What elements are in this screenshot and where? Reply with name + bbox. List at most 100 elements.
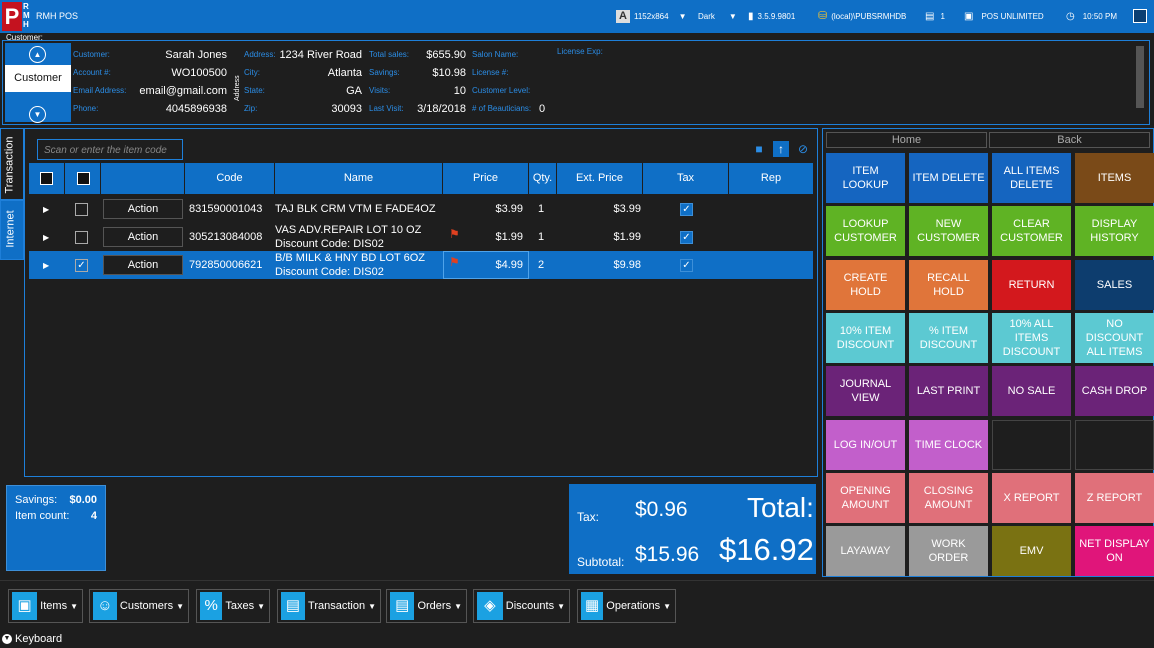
tile-layaway[interactable]: LAYAWAY [826,526,905,577]
row-action-button[interactable]: Action [103,199,183,219]
customer-scrollbar[interactable] [1136,46,1144,108]
tile-sales[interactable]: SALES [1075,259,1154,310]
footer-items-button[interactable]: ▣ Items ▼ [8,589,83,623]
expand-row-icon[interactable]: ▶ [43,260,50,270]
register-icon: ▦ [581,592,604,620]
tile-item-discount[interactable]: % ITEM DISCOUNT [909,312,988,363]
header-ext-price[interactable]: Ext. Price [557,163,643,194]
tile-closing-amount[interactable]: CLOSING AMOUNT [909,472,988,523]
tile-return[interactable]: RETURN [992,259,1071,310]
row-tax-checkbox[interactable]: ✓ [680,259,693,272]
row-ext-price: $1.99 [613,231,641,243]
nav-up-icon[interactable]: ▲ [29,46,46,63]
keyboard-label: Keyboard [15,633,63,645]
nav-down-icon[interactable]: ▼ [29,106,46,123]
expand-row-icon[interactable]: ▶ [43,232,50,242]
tile-10-item-discount[interactable]: 10% ITEM DISCOUNT [826,312,905,363]
tax-value: $0.96 [635,498,688,521]
header-qty[interactable]: Qty. [529,163,557,194]
tag-icon: ◈ [477,592,503,620]
footer-transaction-button[interactable]: ▤ Transaction ▼ [277,589,381,623]
tile-x-report[interactable]: X REPORT [992,472,1071,523]
license-label: License #: [472,68,509,77]
last-visit-value: 3/18/2018 [417,103,466,115]
city-label: City: [244,68,260,77]
row-checkbox[interactable]: ✓ [75,259,88,272]
header-price[interactable]: Price [443,163,529,194]
row-action-button[interactable]: Action [103,227,183,247]
header-rep[interactable]: Rep [760,172,782,184]
flag-icon: ⚑ [449,255,460,269]
customer-tab[interactable]: Customer [5,65,71,92]
tile-10-all-items-discount[interactable]: 10% ALL ITEMS DISCOUNT [992,312,1071,363]
customer-nav: ▲ Customer ▼ [5,43,71,123]
chevron-down-icon: ▼ [454,601,462,611]
footer-operations-button[interactable]: ▦ Operations ▼ [577,589,676,623]
version-text: 3.5.9.9801 [757,12,796,21]
header-code[interactable]: Code [185,163,275,194]
theme-dropdown[interactable]: Dark ▼ [698,9,737,24]
customer-section-label: Customer: [6,33,43,42]
tile-new-customer[interactable]: NEW CUSTOMER [909,206,988,257]
select-all-checkbox-1[interactable] [40,172,53,185]
row-checkbox[interactable] [75,203,88,216]
tile-work-order[interactable]: WORK ORDER [909,526,988,577]
tab-internet[interactable]: Internet [0,200,24,260]
header-name[interactable]: Name [275,163,443,194]
row-code: 792850006621 [189,259,263,271]
tile-journal-view[interactable]: JOURNAL VIEW [826,366,905,417]
tile-display-history[interactable]: DISPLAY HISTORY [1075,206,1154,257]
window-toggle-button[interactable] [1133,9,1147,23]
select-all-checkbox-2[interactable] [77,172,90,185]
upload-icon[interactable]: ↑ [773,141,789,157]
footer-discounts-button[interactable]: ◈ Discounts ▼ [473,589,570,623]
table-row[interactable]: ▶ Action 305213084008 VAS ADV.REPAIR LOT 10… [29,223,813,251]
box-icon: ▣ [12,592,38,620]
tile-time-clock[interactable]: TIME CLOCK [909,419,988,470]
tile-no-sale[interactable]: NO SALE [992,366,1071,417]
tile-item-delete[interactable]: ITEM DELETE [909,153,988,203]
tile-item-lookup[interactable]: ITEM LOOKUP [826,153,905,203]
footer-taxes-button[interactable]: % Taxes ▼ [196,589,270,623]
row-tax-checkbox[interactable]: ✓ [680,231,693,244]
table-row[interactable]: ▶ ✓ Action 792850006621 B/B MILK & HNY BD LO… [29,251,813,279]
tile-opening-amount[interactable]: OPENING AMOUNT [826,472,905,523]
clock-icon: ◷ [1066,11,1075,22]
tile-z-report[interactable]: Z REPORT [1075,472,1154,523]
tile-create-hold[interactable]: CREATE HOLD [826,259,905,310]
back-button[interactable]: Back [989,132,1150,148]
tab-transaction[interactable]: Transaction [0,128,24,200]
link-icon[interactable]: ⊘ [797,142,809,156]
row-checkbox[interactable] [75,231,88,244]
keyboard-toggle[interactable]: ▼ Keyboard [2,633,62,645]
tile-no-discount-all-items[interactable]: NO DISCOUNT ALL ITEMS [1075,312,1154,363]
tile-items[interactable]: ITEMS [1075,153,1154,203]
resolution-dropdown[interactable]: A 1152x864 ▼ [616,9,686,24]
bag-icon[interactable]: ■ [755,142,763,156]
item-count-label: Item count: [15,510,70,522]
tile-last-print[interactable]: LAST PRINT [909,366,988,417]
tile-clear-customer[interactable]: CLEAR CUSTOMER [992,206,1071,257]
footer-orders-button[interactable]: ▤ Orders ▼ [386,589,467,623]
header-tax[interactable]: Tax [643,163,729,194]
tile-all-items-delete[interactable]: ALL ITEMS DELETE [992,153,1071,203]
tile-emv[interactable]: EMV [992,526,1071,577]
app-title: RMH POS [36,11,79,21]
footer-customers-button[interactable]: ☺ Customers ▼ [89,589,189,623]
price-cell-focus[interactable] [443,251,529,279]
tile-cash-drop[interactable]: CASH DROP [1075,366,1154,417]
home-button[interactable]: Home [826,132,987,148]
expand-row-icon[interactable]: ▶ [43,204,50,214]
clock-info: ◷ 10:50 PM [1066,9,1117,24]
table-row[interactable]: ▶ Action 831590001043 TAJ BLK CRM VTM E FAD… [29,195,813,223]
zip-value: 30093 [331,103,362,115]
scan-input[interactable]: Scan or enter the item code [37,139,183,160]
tile-recall-hold[interactable]: RECALL HOLD [909,259,988,310]
tile-net-display-on[interactable]: NET DISPLAY ON [1075,526,1154,577]
tile-lookup-customer[interactable]: LOOKUP CUSTOMER [826,206,905,257]
chevron-down-icon: ▼ [176,601,184,611]
tile-log-in-out[interactable]: LOG IN/OUT [826,419,905,470]
font-icon: A [616,10,630,23]
row-tax-checkbox[interactable]: ✓ [680,203,693,216]
row-action-button[interactable]: Action [103,255,183,275]
